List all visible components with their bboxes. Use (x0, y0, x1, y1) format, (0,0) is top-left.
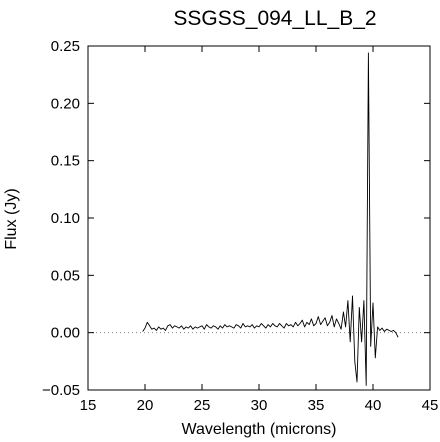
y-axis-ticks: −0.05 0.00 0.05 0.10 0.15 0.20 0.25 (42, 38, 430, 399)
y-tick-label: 0.15 (51, 153, 80, 170)
x-tick-label: 20 (137, 397, 154, 414)
plot-frame (87, 45, 431, 391)
x-tick-label: 45 (422, 397, 439, 414)
y-tick-label: 0.05 (51, 267, 80, 284)
x-axis-label: Wavelength (microns) (181, 421, 336, 438)
spectrum-line (142, 52, 399, 386)
y-tick-label: 0.20 (51, 95, 80, 112)
chart-title: SSGSS_094_LL_B_2 (173, 7, 376, 30)
x-tick-label: 30 (251, 397, 268, 414)
y-tick-label: 0.00 (51, 325, 80, 342)
series-layer (142, 52, 399, 386)
y-tick-label: −0.05 (42, 382, 80, 399)
y-tick-label: 0.10 (51, 210, 80, 227)
x-tick-label: 15 (80, 397, 97, 414)
x-axis-ticks: 15 20 25 30 35 40 45 (80, 46, 439, 414)
x-tick-label: 40 (365, 397, 382, 414)
x-tick-label: 35 (308, 397, 325, 414)
y-tick-label: 0.25 (51, 38, 80, 55)
x-tick-label: 25 (194, 397, 211, 414)
y-axis-label: Flux (Jy) (3, 188, 20, 249)
